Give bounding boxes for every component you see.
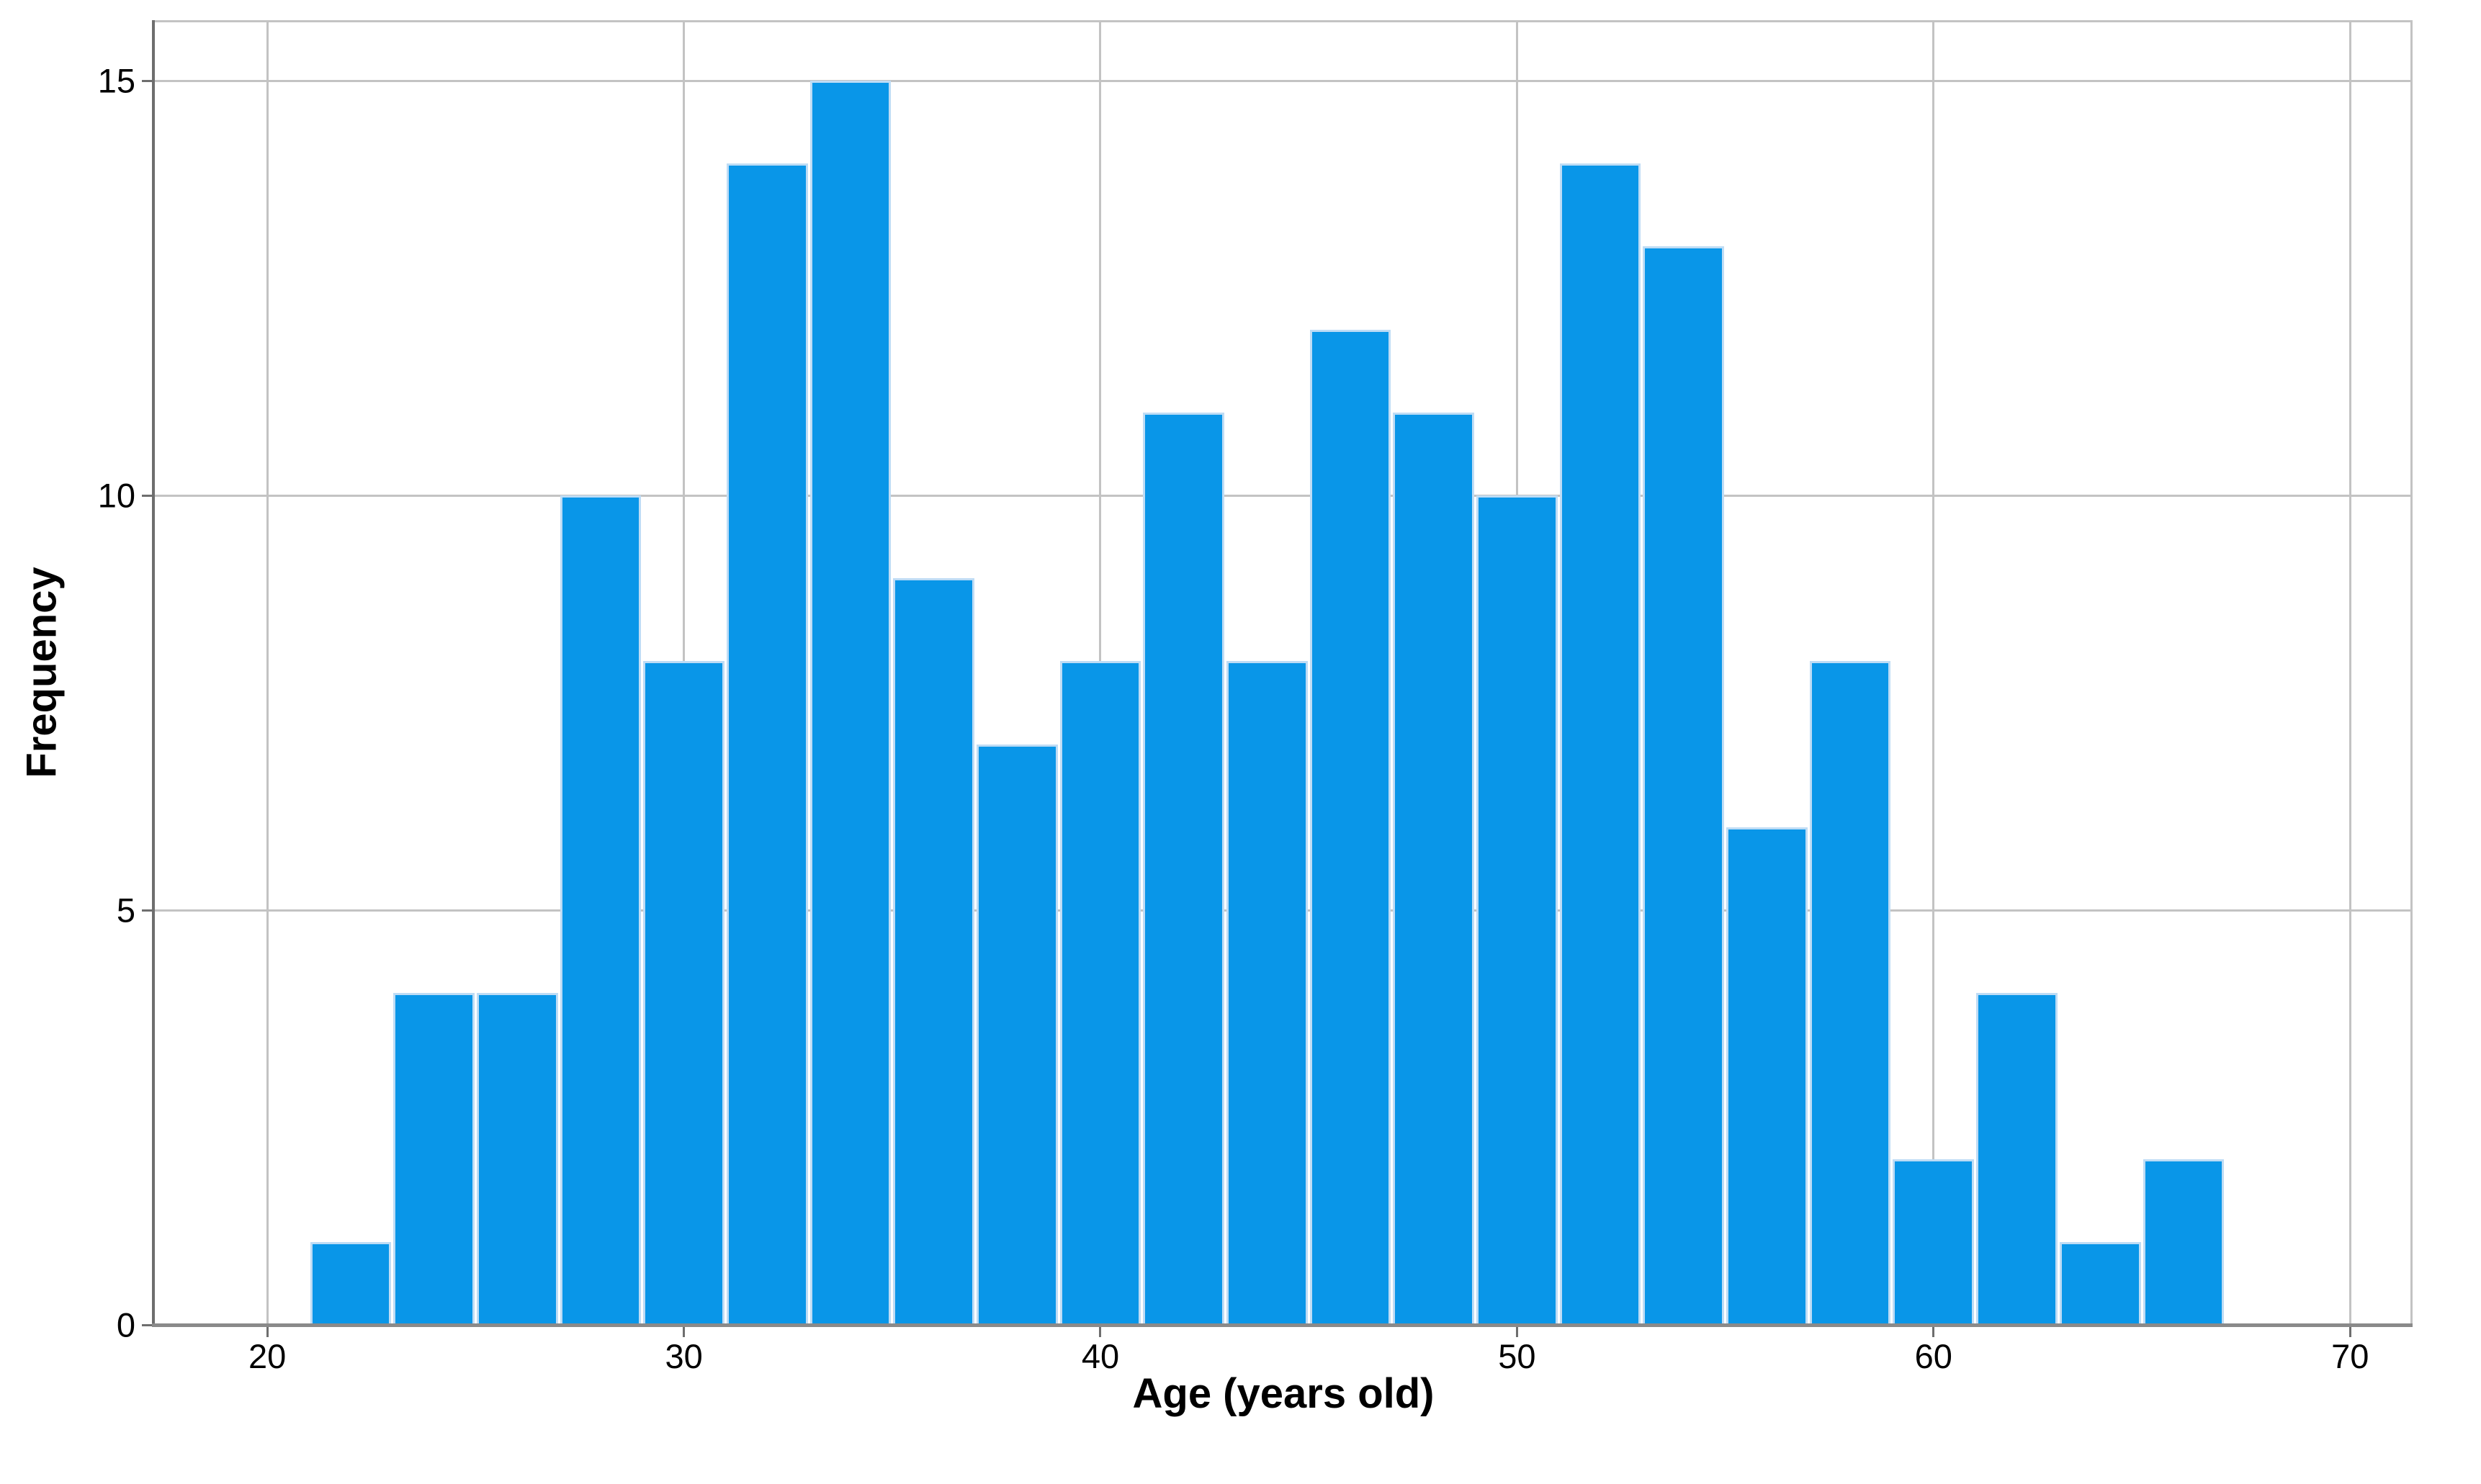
histogram-bar-59-61 xyxy=(1893,1159,1975,1325)
y-tick-15 xyxy=(142,79,152,82)
histogram-bar-41-43 xyxy=(1143,412,1224,1325)
x-gridline-70 xyxy=(2348,20,2351,1325)
histogram-bar-65-67 xyxy=(2143,1159,2225,1325)
histogram-bar-37-39 xyxy=(976,744,1058,1325)
x-tick-label-40: 40 xyxy=(1081,1337,1120,1375)
x-tick-50 xyxy=(1515,1327,1518,1337)
plot-area xyxy=(155,20,2413,1325)
histogram-bar-53-55 xyxy=(1643,246,1725,1325)
x-tick-label-30: 30 xyxy=(665,1337,703,1375)
histogram-bar-45-47 xyxy=(1309,329,1391,1325)
histogram-bar-25-27 xyxy=(476,993,558,1325)
histogram-bar-51-53 xyxy=(1559,163,1641,1325)
histogram-bar-61-63 xyxy=(1976,993,2058,1325)
x-tick-label-50: 50 xyxy=(1498,1337,1536,1375)
y-gridline-10 xyxy=(155,494,2413,497)
histogram-bar-31-33 xyxy=(726,163,808,1325)
plot-frame-right xyxy=(2410,20,2413,1325)
y-gridline-15 xyxy=(155,79,2413,82)
x-gridline-60 xyxy=(1932,20,1935,1325)
x-tick-20 xyxy=(266,1327,269,1337)
x-tick-30 xyxy=(683,1327,686,1337)
histogram-bar-35-37 xyxy=(893,578,974,1325)
histogram-bar-47-49 xyxy=(1393,412,1475,1325)
x-gridline-20 xyxy=(266,20,269,1325)
y-tick-label-0: 0 xyxy=(116,1305,135,1344)
y-tick-0 xyxy=(142,1323,152,1326)
y-tick-label-15: 15 xyxy=(97,61,135,100)
y-axis-title: Frequency xyxy=(18,567,66,778)
x-tick-label-70: 70 xyxy=(2331,1337,2369,1375)
histogram-bar-49-51 xyxy=(1476,495,1558,1325)
histogram-bar-27-29 xyxy=(560,495,642,1325)
x-axis-line xyxy=(152,1323,2413,1327)
histogram-bar-33-35 xyxy=(809,81,892,1325)
x-tick-60 xyxy=(1932,1327,1935,1337)
y-tick-label-5: 5 xyxy=(116,891,135,930)
histogram-bar-23-25 xyxy=(393,993,475,1325)
histogram-bar-55-57 xyxy=(1726,827,1808,1325)
x-tick-40 xyxy=(1099,1327,1102,1337)
y-tick-10 xyxy=(142,494,152,497)
histogram-bar-43-45 xyxy=(1226,661,1308,1325)
histogram-bar-57-59 xyxy=(1809,661,1891,1325)
histogram-bar-39-41 xyxy=(1059,661,1141,1325)
x-axis-title: Age (years old) xyxy=(1132,1370,1435,1417)
histogram-bar-29-31 xyxy=(643,661,724,1325)
y-tick-label-10: 10 xyxy=(97,476,135,515)
x-tick-label-60: 60 xyxy=(1914,1337,1952,1375)
y-axis-line xyxy=(152,20,155,1327)
plot-frame-top xyxy=(155,20,2413,22)
y-tick-5 xyxy=(142,909,152,912)
histogram-bar-21-23 xyxy=(310,1241,392,1325)
histogram-bar-63-65 xyxy=(2059,1241,2141,1325)
x-tick-70 xyxy=(2348,1327,2351,1337)
x-tick-label-20: 20 xyxy=(248,1337,287,1375)
